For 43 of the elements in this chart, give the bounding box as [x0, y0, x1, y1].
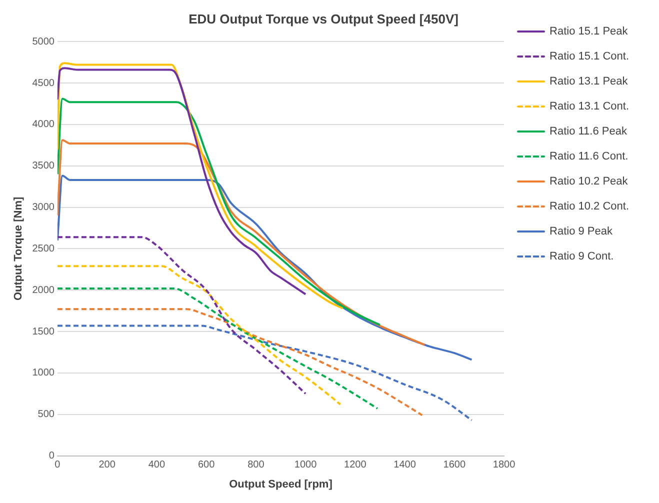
line-series — [57, 62, 344, 310]
line-series — [57, 308, 424, 416]
legend-label: Ratio 13.1 Peak — [550, 76, 628, 88]
x-tick-label: 200 — [98, 460, 116, 471]
line-series — [57, 174, 473, 361]
x-tick-label: 800 — [248, 460, 265, 471]
y-tick-label: 4000 — [32, 119, 55, 130]
line-series — [57, 139, 426, 346]
x-tick-label: 1200 — [344, 460, 367, 471]
line-series — [57, 98, 381, 326]
chart-title: EDU Output Torque vs Output Speed [450V] — [188, 11, 458, 26]
x-tick-label: 1000 — [294, 460, 318, 471]
y-tick-label: 1000 — [32, 368, 55, 379]
x-tick-label: 1400 — [394, 460, 416, 471]
line-series — [57, 67, 307, 296]
y-tick-label: 2000 — [32, 284, 55, 296]
legend-label: Ratio 11.6 Peak — [550, 126, 628, 138]
x-tick-label: 1800 — [492, 460, 516, 471]
y-tick-label: 5000 — [32, 36, 55, 48]
x-axis-title: Output Speed [rpm] — [229, 478, 333, 490]
y-tick-label: 500 — [38, 409, 55, 420]
legend-label: Ratio 11.6 Cont. — [550, 150, 628, 163]
legend-label: Ratio 10.2 Cont. — [550, 200, 630, 213]
line-series — [57, 324, 473, 422]
y-tick-label: 3000 — [32, 202, 55, 214]
legend-label: Ratio 15.1 Peak — [550, 26, 628, 38]
x-tick-label: 1600 — [443, 460, 466, 471]
x-tick-label: 600 — [198, 460, 216, 471]
y-tick-label: 2500 — [32, 243, 55, 254]
line-series — [57, 287, 378, 410]
y-tick-label: 3500 — [32, 160, 55, 172]
line-series — [57, 236, 307, 395]
y-axis-title: Output Torque [Nm] — [12, 196, 25, 301]
legend-label: Ratio 13.1 Cont. — [550, 100, 630, 113]
line-series — [57, 265, 342, 406]
x-tick-label: 400 — [148, 460, 166, 471]
y-tick-label: 1500 — [32, 326, 55, 338]
y-tick-label: 0 — [48, 450, 55, 462]
legend-label: Ratio 9 Peak — [550, 226, 613, 238]
legend-label: Ratio 9 Cont. — [550, 250, 614, 263]
legend-label: Ratio 15.1 Cont. — [550, 50, 630, 63]
legend-label: Ratio 10.2 Peak — [550, 176, 628, 188]
y-tick-label: 4500 — [32, 78, 55, 89]
